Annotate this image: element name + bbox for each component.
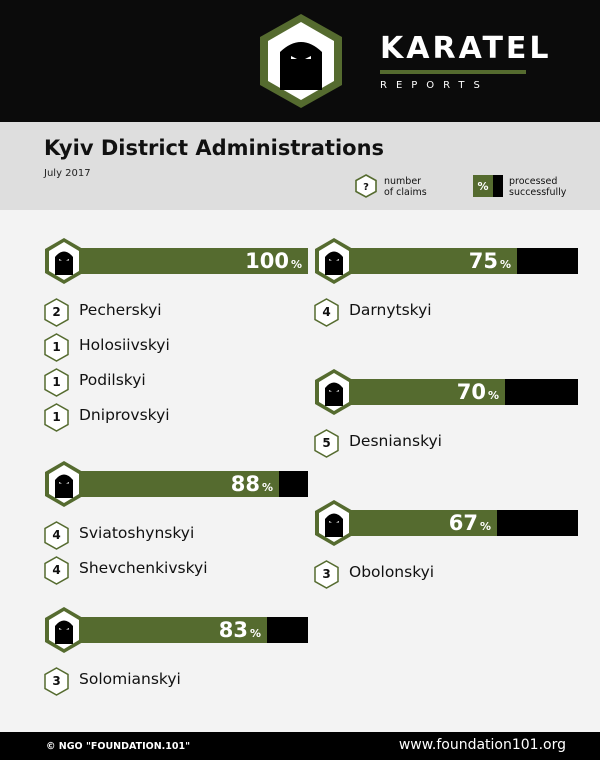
legend-claims-line-2: of claims (384, 187, 427, 198)
bar-value-label: 75% (334, 248, 511, 274)
bar-value: 83 (218, 618, 248, 642)
brand-block: KARATEL REPORTS (380, 31, 552, 91)
bar-unit: % (290, 258, 302, 271)
claims-hexagon-icon (44, 368, 69, 397)
district-name: Obolonskyi (349, 563, 435, 581)
district-item: 5 Desnianskyi (314, 429, 544, 459)
claims-count: 4 (52, 563, 61, 577)
district-name: Solomianskyi (79, 670, 181, 688)
page-title: Kyiv District Administrations (44, 136, 385, 160)
legend-claims-line-1: number (384, 176, 422, 187)
district-name: Pecherskyi (79, 301, 162, 319)
hooded-figure-icon (315, 369, 353, 415)
legend-claims-text: number of claims (384, 176, 427, 198)
claims-hexagon-icon (44, 298, 69, 327)
district-name: Holosiivskyi (79, 336, 170, 354)
legend-pct-line-1: processed (509, 176, 558, 187)
district-item: 1 Holosiivskyi (44, 333, 274, 363)
legend-pct-text: processed successfully (509, 176, 566, 198)
bar-unit: % (487, 389, 499, 402)
district-name: Dniprovskyi (79, 406, 170, 424)
website-link[interactable]: www.foundation101.org (398, 737, 566, 753)
claims-hexagon-icon: ? (355, 174, 377, 198)
brand-divider (380, 70, 526, 74)
hooded-figure-icon (45, 238, 83, 284)
bar-unit: % (479, 520, 491, 533)
claims-hexagon-icon (44, 521, 69, 550)
bar-value: 70 (456, 380, 486, 404)
bar-track: 83% (64, 617, 308, 643)
bar-track: 75% (334, 248, 578, 274)
claims-hexagon-icon (44, 556, 69, 585)
bar-value-label: 83% (64, 617, 261, 643)
bar-track: 67% (334, 510, 578, 536)
hooded-figure-icon (45, 461, 83, 507)
claims-count: 2 (52, 305, 61, 319)
claims-count: 1 (52, 410, 61, 424)
hooded-figure-icon (45, 607, 83, 653)
bar-fill (334, 510, 497, 536)
claims-hexagon-icon (314, 560, 339, 589)
karatel-logo-icon (260, 14, 342, 108)
district-name: Desnianskyi (349, 432, 442, 450)
brand-subtitle: REPORTS (380, 80, 489, 91)
bar-value: 75 (468, 249, 498, 273)
copyright-text: © NGO "FOUNDATION.101" (46, 741, 191, 752)
claims-hexagon-icon (314, 298, 339, 327)
legend-pct-symbol: % (477, 180, 488, 193)
district-name: Podilskyi (79, 371, 146, 389)
bar-unit: % (261, 481, 273, 494)
bar-track: 88% (64, 471, 308, 497)
claims-count: 1 (52, 375, 61, 389)
footer-bar (0, 732, 600, 760)
bar-value: 67 (448, 511, 478, 535)
claims-hexagon-icon (44, 667, 69, 696)
bar-value-label: 100% (64, 248, 302, 274)
bar-unit: % (249, 627, 261, 640)
claims-hexagon-icon (44, 333, 69, 362)
brand-name: KARATEL (380, 31, 552, 66)
claims-hexagon-icon (44, 403, 69, 432)
bar-unit: % (499, 258, 511, 271)
legend-claims-symbol: ? (363, 182, 369, 193)
claims-count: 1 (52, 340, 61, 354)
claims-count: 4 (322, 305, 331, 319)
bar-fill (64, 471, 279, 497)
claims-count: 3 (322, 567, 331, 581)
district-name: Shevchenkivskyi (79, 559, 208, 577)
claims-count: 5 (322, 436, 331, 450)
district-item: 4 Darnytskyi (314, 298, 544, 328)
bar-value: 88 (230, 472, 260, 496)
district-item: 1 Dniprovskyi (44, 403, 274, 433)
hooded-figure-icon (315, 238, 353, 284)
district-item: 1 Podilskyi (44, 368, 274, 398)
percent-swatch-icon: % (473, 175, 503, 197)
district-item: 2 Pecherskyi (44, 298, 274, 328)
bar-value-label: 70% (334, 379, 499, 405)
district-item: 3 Solomianskyi (44, 667, 274, 697)
claims-count: 4 (52, 528, 61, 542)
district-item: 3 Obolonskyi (314, 560, 544, 590)
district-item: 4 Sviatoshynskyi (44, 521, 274, 551)
bar-track: 100% (64, 248, 308, 274)
bar-value-label: 88% (64, 471, 273, 497)
bar-fill (64, 248, 308, 274)
district-item: 4 Shevchenkivskyi (44, 556, 274, 586)
claims-hexagon-icon (314, 429, 339, 458)
legend-pct-line-2: successfully (509, 187, 567, 198)
report-date: July 2017 (44, 168, 91, 179)
claims-count: 3 (52, 674, 61, 688)
bar-fill (334, 248, 517, 274)
bar-fill (334, 379, 505, 405)
bar-value: 100 (245, 249, 289, 273)
hooded-figure-icon (315, 500, 353, 546)
bar-fill (64, 617, 267, 643)
district-name: Darnytskyi (349, 301, 432, 319)
bar-value-label: 67% (334, 510, 491, 536)
bar-track: 70% (334, 379, 578, 405)
district-name: Sviatoshynskyi (79, 524, 195, 542)
